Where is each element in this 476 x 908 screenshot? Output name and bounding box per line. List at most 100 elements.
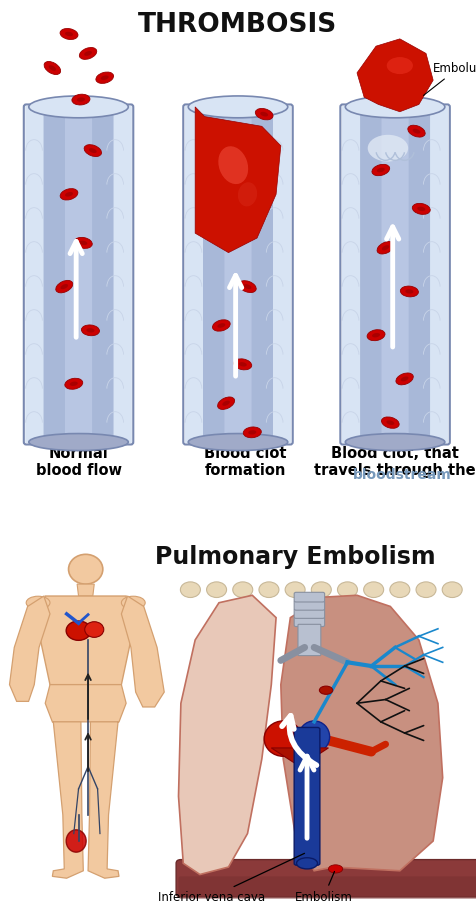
Ellipse shape [72,94,90,105]
Ellipse shape [387,57,413,74]
Ellipse shape [66,830,86,852]
Ellipse shape [180,582,200,597]
Polygon shape [88,722,119,878]
Ellipse shape [218,397,235,410]
Ellipse shape [248,430,257,435]
Polygon shape [281,596,443,871]
Ellipse shape [405,290,414,293]
Ellipse shape [89,148,97,153]
Text: bloodstream: bloodstream [353,468,452,482]
FancyBboxPatch shape [65,106,92,442]
Polygon shape [77,584,94,596]
Ellipse shape [259,582,279,597]
FancyBboxPatch shape [111,106,132,443]
Ellipse shape [49,65,56,71]
Ellipse shape [377,168,385,173]
Ellipse shape [212,320,230,331]
FancyBboxPatch shape [25,106,45,443]
Ellipse shape [101,75,109,80]
FancyBboxPatch shape [428,106,448,443]
FancyBboxPatch shape [185,106,205,443]
FancyBboxPatch shape [360,104,430,446]
FancyBboxPatch shape [271,106,291,443]
Text: Pulmonary Embolism: Pulmonary Embolism [155,545,436,569]
Ellipse shape [74,237,92,249]
Ellipse shape [29,433,128,450]
Ellipse shape [412,203,430,214]
Ellipse shape [29,96,128,118]
Ellipse shape [238,183,257,206]
Text: THROMBOSIS: THROMBOSIS [139,12,337,38]
Ellipse shape [264,721,302,756]
Polygon shape [271,748,328,766]
Ellipse shape [319,686,333,695]
Ellipse shape [79,47,97,59]
Ellipse shape [79,241,87,245]
Ellipse shape [260,112,268,116]
Ellipse shape [413,129,420,133]
Ellipse shape [400,286,418,297]
Ellipse shape [372,333,380,338]
Ellipse shape [417,207,425,212]
Ellipse shape [85,622,104,637]
Ellipse shape [188,433,288,450]
Ellipse shape [84,51,92,56]
Ellipse shape [328,864,343,873]
FancyBboxPatch shape [294,608,325,618]
Ellipse shape [65,32,73,36]
Ellipse shape [69,554,103,584]
Ellipse shape [77,97,85,102]
Ellipse shape [44,62,60,74]
Ellipse shape [81,325,99,336]
Ellipse shape [66,621,91,640]
Ellipse shape [367,330,385,340]
FancyBboxPatch shape [298,625,321,656]
Ellipse shape [222,400,230,406]
Ellipse shape [86,328,95,332]
Ellipse shape [368,134,408,162]
Polygon shape [40,596,131,685]
Ellipse shape [70,381,78,386]
Ellipse shape [255,108,273,120]
Ellipse shape [382,245,389,251]
Ellipse shape [84,144,101,156]
Ellipse shape [65,192,73,197]
FancyBboxPatch shape [342,106,362,443]
Ellipse shape [372,164,390,176]
Ellipse shape [60,28,78,40]
Ellipse shape [377,242,394,254]
Ellipse shape [408,125,425,137]
Ellipse shape [121,597,145,609]
Polygon shape [178,596,276,874]
Ellipse shape [401,377,408,381]
FancyBboxPatch shape [43,104,113,446]
FancyBboxPatch shape [294,617,325,627]
FancyBboxPatch shape [294,592,325,602]
Ellipse shape [207,582,227,597]
Ellipse shape [239,281,256,292]
Ellipse shape [239,362,247,367]
Ellipse shape [65,379,83,390]
Ellipse shape [26,597,50,609]
Polygon shape [45,685,126,722]
Ellipse shape [387,420,394,425]
Text: Embolism: Embolism [295,872,353,903]
Ellipse shape [364,582,384,597]
FancyBboxPatch shape [382,106,409,442]
Ellipse shape [416,582,436,597]
Ellipse shape [244,284,251,289]
Ellipse shape [337,582,357,597]
Ellipse shape [297,858,317,869]
Ellipse shape [442,582,462,597]
Ellipse shape [188,96,288,118]
Ellipse shape [396,373,413,385]
Text: Blood clot
formation: Blood clot formation [204,446,287,479]
Ellipse shape [390,582,410,597]
FancyBboxPatch shape [203,104,273,446]
FancyBboxPatch shape [294,727,320,865]
Ellipse shape [346,96,445,118]
Ellipse shape [96,72,114,84]
Ellipse shape [60,284,68,290]
Polygon shape [52,722,83,878]
Ellipse shape [233,582,253,597]
